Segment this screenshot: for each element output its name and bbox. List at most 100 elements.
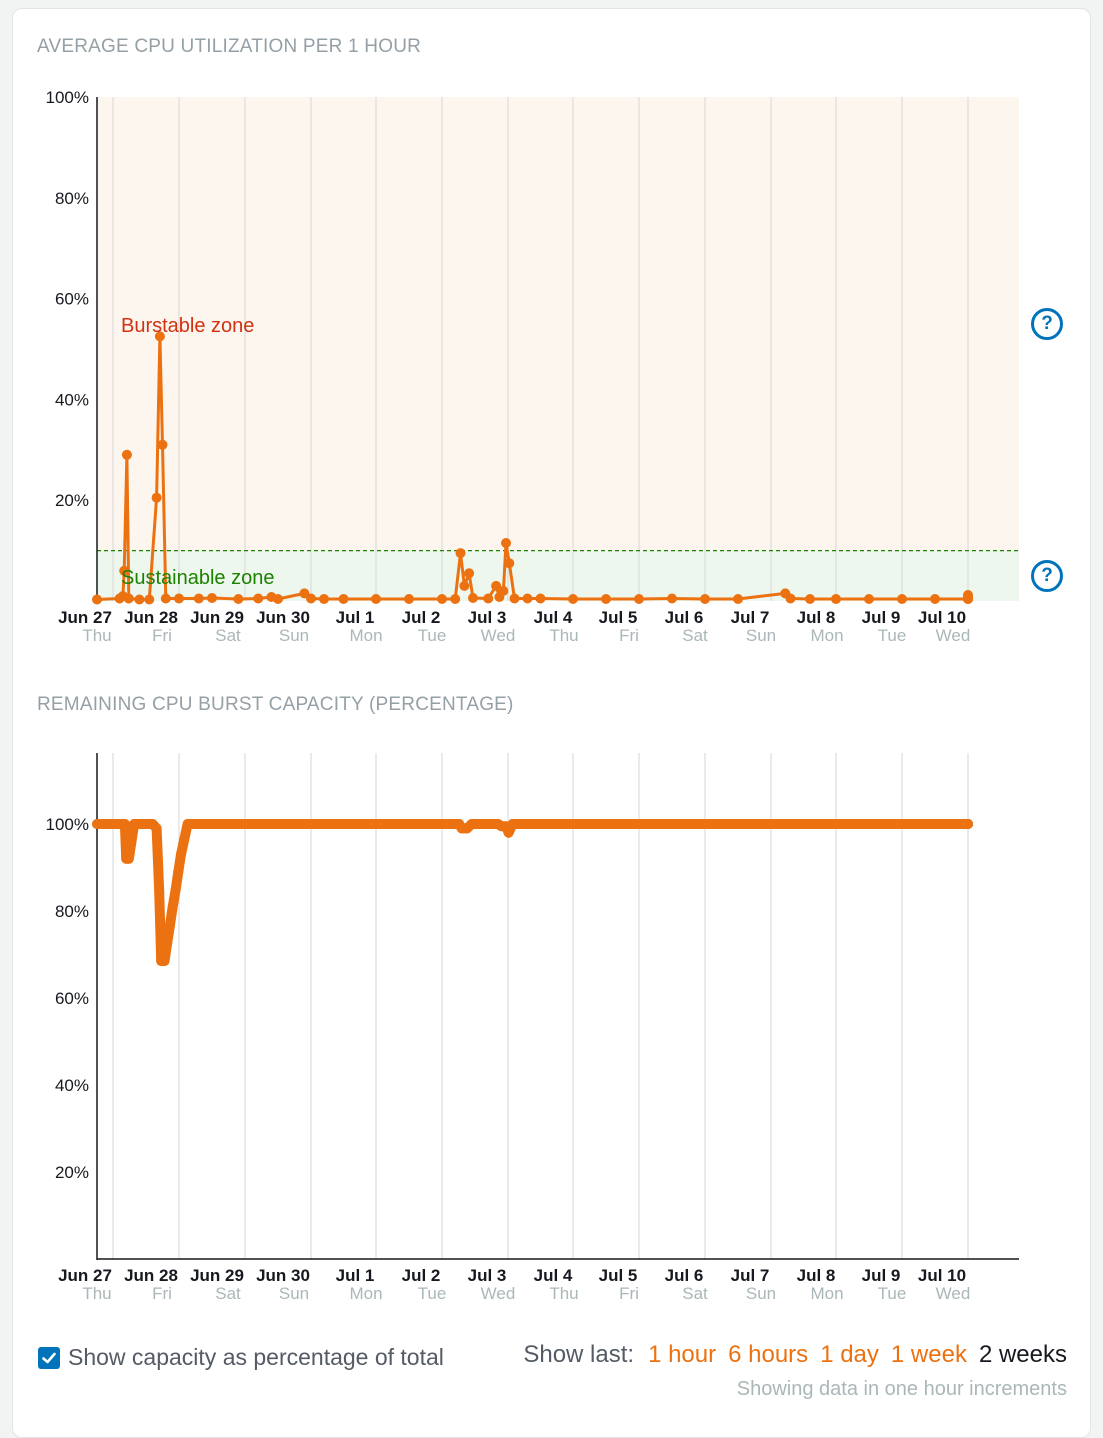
data-point	[157, 439, 168, 450]
data-point	[798, 819, 809, 829]
data-point	[371, 594, 381, 604]
data-point	[193, 593, 204, 604]
data-point	[240, 819, 250, 829]
data-point	[498, 585, 509, 596]
burstable-zone-area	[97, 97, 1019, 551]
x-tick-date-label: Jul 1	[336, 608, 375, 627]
x-tick-date-label: Jul 8	[797, 1266, 836, 1285]
x-tick-date-label: Jul 10	[918, 1266, 966, 1285]
burstable-zone-help-icon[interactable]: ?	[1031, 308, 1063, 340]
x-tick-day-label: Sat	[215, 1284, 241, 1303]
data-point	[509, 593, 520, 604]
x-tick-date-label: Jun 27	[58, 608, 112, 627]
x-tick-date-label: Jul 6	[665, 608, 704, 627]
x-tick-date-label: Jun 28	[124, 608, 178, 627]
x-tick-day-label: Sat	[215, 626, 241, 645]
range-1-day-link[interactable]: 1 day	[820, 1341, 879, 1368]
data-point	[119, 565, 130, 576]
x-tick-day-label: Sat	[682, 1284, 708, 1303]
data-point	[733, 594, 743, 604]
x-tick-date-label: Jul 6	[665, 1266, 704, 1285]
data-point	[437, 594, 447, 604]
x-tick-date-label: Jul 3	[468, 1266, 507, 1285]
x-tick-day-label: Mon	[810, 1284, 843, 1303]
y-tick-label: 100%	[46, 88, 89, 107]
data-point	[483, 819, 494, 829]
data-point	[119, 819, 130, 829]
checkmark-icon	[42, 1352, 56, 1363]
y-tick-label: 40%	[55, 390, 89, 409]
data-point	[123, 853, 134, 864]
percentage-checkbox[interactable]	[38, 1346, 60, 1369]
data-point	[371, 819, 381, 829]
x-tick-day-label: Sun	[746, 1284, 776, 1303]
x-tick-day-label: Mon	[810, 626, 843, 645]
data-point	[404, 594, 414, 604]
x-tick-day-label: Tue	[878, 626, 907, 645]
time-range-selector: Show last: 1 hour 6 hours 1 day 1 week 2…	[523, 1341, 1067, 1369]
x-tick-date-label: Jun 30	[256, 1266, 310, 1285]
x-tick-date-label: Jul 9	[862, 608, 901, 627]
x-tick-day-label: Mon	[349, 1284, 382, 1303]
x-tick-date-label: Jul 2	[402, 608, 441, 627]
x-tick-date-label: Jul 4	[534, 608, 573, 627]
range-1-hour-link[interactable]: 1 hour	[648, 1341, 717, 1368]
data-point	[468, 593, 478, 603]
y-tick-label: 80%	[55, 902, 89, 921]
x-tick-day-label: Sat	[682, 626, 708, 645]
increments-note: Showing data in one hour increments	[736, 1378, 1067, 1400]
data-point	[634, 819, 644, 829]
data-point	[174, 593, 184, 604]
data-point	[501, 538, 511, 548]
burst-capacity-chart: 100% 80% 60% 40% 20% Jun 27 Jun 28 Jun 29 Jun 30…	[46, 753, 1019, 1303]
x-tick-day-label: Wed	[936, 626, 971, 645]
data-point	[535, 593, 546, 604]
x-tick-date-label: Jul 9	[862, 1266, 901, 1285]
data-point	[864, 594, 874, 604]
y-tick-label: 60%	[55, 989, 89, 1008]
data-point	[338, 594, 349, 604]
data-point	[930, 594, 940, 604]
x-tick-day-label: Wed	[481, 1284, 516, 1303]
data-point	[173, 866, 184, 877]
x-tick-day-label: Wed	[481, 626, 516, 645]
data-point	[864, 819, 874, 829]
x-tick-day-label: Fri	[619, 626, 639, 645]
data-point	[154, 886, 165, 897]
data-point	[162, 938, 173, 949]
cpu-utilization-title: AVERAGE CPU UTILIZATION PER 1 HOUR	[37, 36, 422, 57]
x-tick-day-label: Wed	[936, 1284, 971, 1303]
x-tick-day-label: Fri	[152, 1284, 172, 1303]
x-tick-day-label: Tue	[418, 1284, 447, 1303]
data-point	[766, 819, 776, 829]
percentage-checkbox-label[interactable]: Show capacity as percentage of total	[68, 1344, 444, 1370]
data-point	[134, 594, 145, 605]
x-tick-day-label: Sun	[279, 1284, 309, 1303]
data-point	[404, 819, 414, 829]
range-2-weeks-current: 2 weeks	[978, 1341, 1067, 1368]
x-tick-day-label: Fri	[152, 626, 172, 645]
data-point	[306, 819, 316, 829]
data-point	[733, 819, 743, 829]
y-tick-label: 20%	[55, 1163, 89, 1182]
sustainable-zone-help-icon[interactable]: ?	[1031, 560, 1063, 592]
data-point	[450, 594, 461, 604]
data-point	[151, 823, 162, 834]
x-tick-date-label: Jul 8	[797, 608, 836, 627]
percentage-checkbox-control[interactable]: Show capacity as percentage of total	[38, 1344, 444, 1371]
data-point	[455, 548, 466, 559]
x-tick-date-label: Jul 5	[599, 608, 638, 627]
data-point	[601, 594, 611, 604]
data-point	[634, 594, 644, 604]
data-point	[466, 819, 477, 829]
range-6-hours-link[interactable]: 6 hours	[728, 1341, 809, 1368]
data-point	[92, 594, 102, 605]
x-tick-date-label: Jul 3	[468, 608, 507, 627]
data-point	[319, 594, 329, 604]
x-tick-day-label: Tue	[878, 1284, 907, 1303]
data-point	[897, 594, 907, 604]
data-point	[601, 819, 611, 829]
data-point	[568, 819, 578, 829]
data-point	[154, 331, 165, 342]
range-1-week-link[interactable]: 1 week	[890, 1341, 967, 1368]
